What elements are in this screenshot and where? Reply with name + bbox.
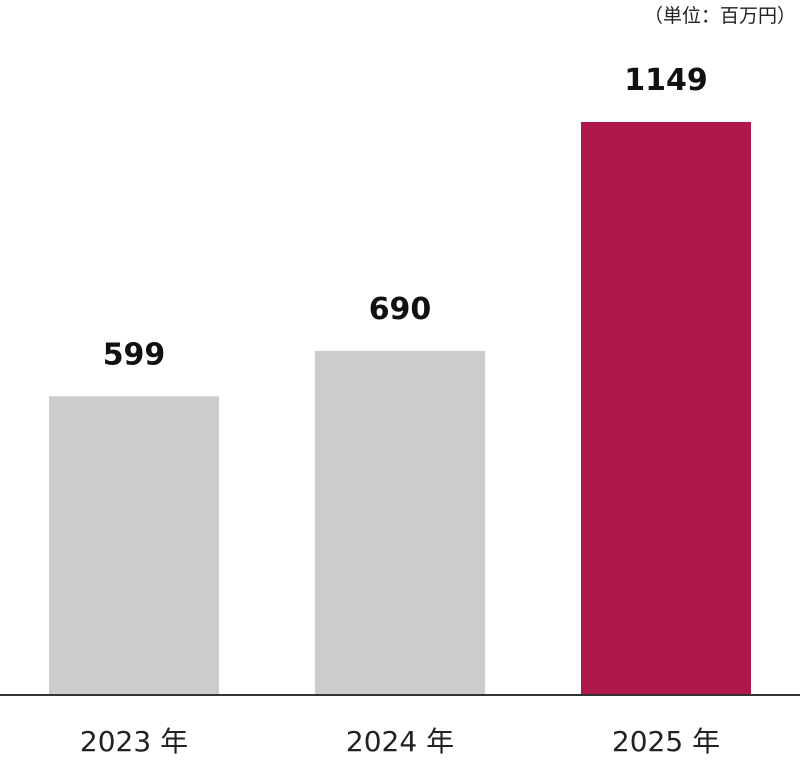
x-tick-label-1: 2024 年 bbox=[346, 725, 454, 758]
x-tick-label-2: 2025 年 bbox=[612, 725, 720, 758]
x-tick-labels-group: 2023 年 2024 年 2025 年 bbox=[80, 725, 720, 758]
value-labels-group: 599 690 1149 bbox=[103, 63, 708, 372]
value-label-1: 690 bbox=[369, 292, 432, 327]
unit-label: （単位：百万円） bbox=[644, 5, 796, 27]
value-label-2: 1149 bbox=[624, 63, 708, 98]
bar-0 bbox=[49, 396, 219, 695]
bar-1 bbox=[315, 350, 485, 695]
value-label-0: 599 bbox=[103, 337, 166, 372]
x-tick-label-0: 2023 年 bbox=[80, 725, 188, 758]
bars-group bbox=[49, 122, 751, 695]
bar-2 bbox=[581, 122, 751, 695]
